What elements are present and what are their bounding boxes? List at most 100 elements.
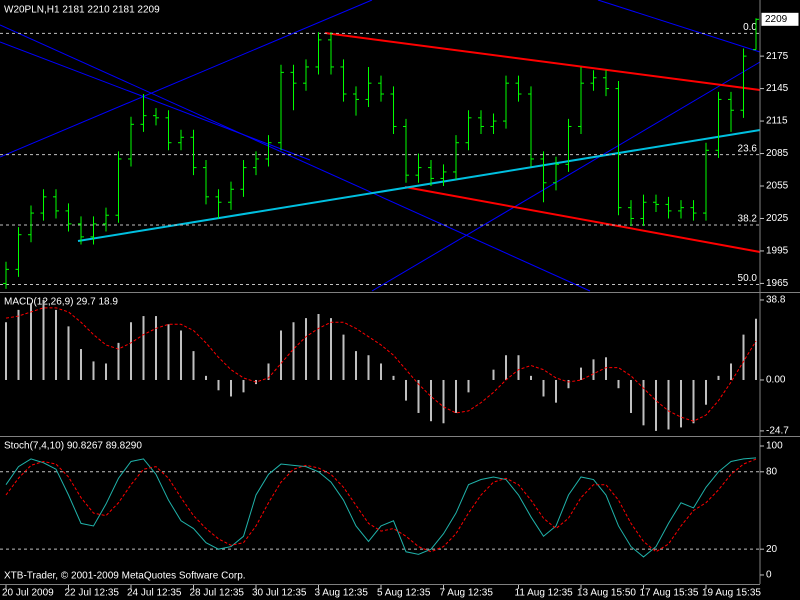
histogram-bar [292,322,295,380]
y-tick-label: -24.7 [766,426,789,437]
histogram-bar [380,363,382,380]
x-tick-label: 24 Jul 12:35 [127,588,182,599]
x-tick-label: 3 Aug 12:35 [315,588,369,599]
histogram-bar [230,379,232,397]
indicator-line [5,307,757,422]
channel-line [597,0,761,53]
resistance-line [324,32,761,91]
histogram-bar [717,375,720,380]
histogram-bar [655,379,657,431]
y-tick-label: 20 [766,544,778,555]
histogram-bar [555,379,557,403]
histogram-bar [567,379,570,389]
histogram-bar [280,330,282,380]
stoch-title: Stoch(7,4,10) 90.8267 89.8290 [4,441,142,452]
y-tick-label: 0.00 [766,375,786,386]
histogram-bar [692,379,695,424]
channel-line [0,41,311,161]
histogram-bar [505,355,507,380]
macd-title: MACD(12,26,9) 29.7 18.9 [4,297,118,308]
histogram-bar [605,357,607,380]
y-tick-label: 2145 [766,83,789,94]
histogram-bar [667,379,670,430]
indicator-line [5,458,757,553]
fib-label: 23.6 [738,143,758,154]
x-tick-label: 22 Jul 12:35 [65,588,120,599]
histogram-bar [30,303,32,380]
histogram-bar [117,342,120,380]
copyright: XTB-Trader, © 2001-2009 MetaQuotes Softw… [4,571,246,582]
histogram-bar [405,379,407,401]
x-tick-label: 5 Aug 12:35 [377,588,431,599]
histogram-bar [642,379,645,426]
histogram-bar [155,316,157,380]
x-tick-label: 7 Aug 12:35 [440,588,494,599]
histogram-bar [705,379,707,405]
histogram-bar [442,379,445,424]
histogram-bar [55,309,57,380]
histogram-bar [92,361,95,380]
fib-label: 0.0 [743,22,757,33]
histogram-bar [355,351,357,380]
histogram-bar [142,316,145,380]
histogram-bar [105,363,107,380]
histogram-bar [592,359,595,380]
x-tick-label: 11 Aug 12:35 [515,588,574,599]
histogram-bar [267,363,270,380]
fib-label: 50.0 [738,273,758,284]
histogram-bar [542,379,545,397]
last-price-label: 2209 [765,14,788,25]
histogram-bar [205,375,207,380]
histogram-bar [242,379,245,393]
histogram-bar [517,355,520,380]
x-tick-label: 28 Jul 12:35 [190,588,245,599]
histogram-bar [367,355,370,380]
chart-title: W20PLN,H1 2181 2210 2181 2209 [4,5,160,16]
x-tick-label: 30 Jul 12:35 [252,588,307,599]
y-tick-label: 100 [766,441,783,452]
histogram-bar [217,379,220,391]
x-tick-label: 19 Aug 15:35 [702,588,761,599]
histogram-bar [342,334,345,380]
y-tick-label: 2115 [766,116,788,127]
histogram-bar [430,379,432,422]
histogram-bar [180,330,182,380]
y-tick-label: 2175 [766,51,789,62]
x-tick-label: 13 Aug 15:50 [577,588,636,599]
histogram-bar [317,314,320,380]
support-line [404,186,761,253]
histogram-bar [580,367,582,380]
channel-line [371,61,761,292]
histogram-bar [330,318,332,380]
histogram-bar [80,349,82,380]
x-tick-label: 20 Jul 2009 [2,588,54,599]
y-tick-label: 2085 [766,148,789,159]
histogram-bar [130,322,132,380]
y-tick-label: 2025 [766,213,789,224]
last-price-box [761,12,799,26]
histogram-bar [42,299,45,380]
histogram-bar [730,363,732,380]
y-tick-label: 1965 [766,278,789,289]
histogram-bar [467,379,470,393]
x-tick-label: 17 Aug 15:35 [640,588,699,599]
histogram-bar [17,309,20,380]
histogram-bar [455,379,457,413]
histogram-bar [305,318,307,380]
trend-line [77,129,761,242]
histogram-bar [67,326,70,380]
histogram-bar [192,351,195,380]
indicator-line [5,457,757,558]
y-tick-label: 1995 [766,246,789,257]
y-tick-label: 38.8 [766,295,786,306]
y-tick-label: 80 [766,466,778,477]
histogram-bar [617,379,620,389]
histogram-bar [417,379,420,413]
histogram-bar [742,334,745,380]
histogram-bar [392,375,395,380]
histogram-bar [680,379,682,428]
y-tick-label: 2055 [766,181,789,192]
